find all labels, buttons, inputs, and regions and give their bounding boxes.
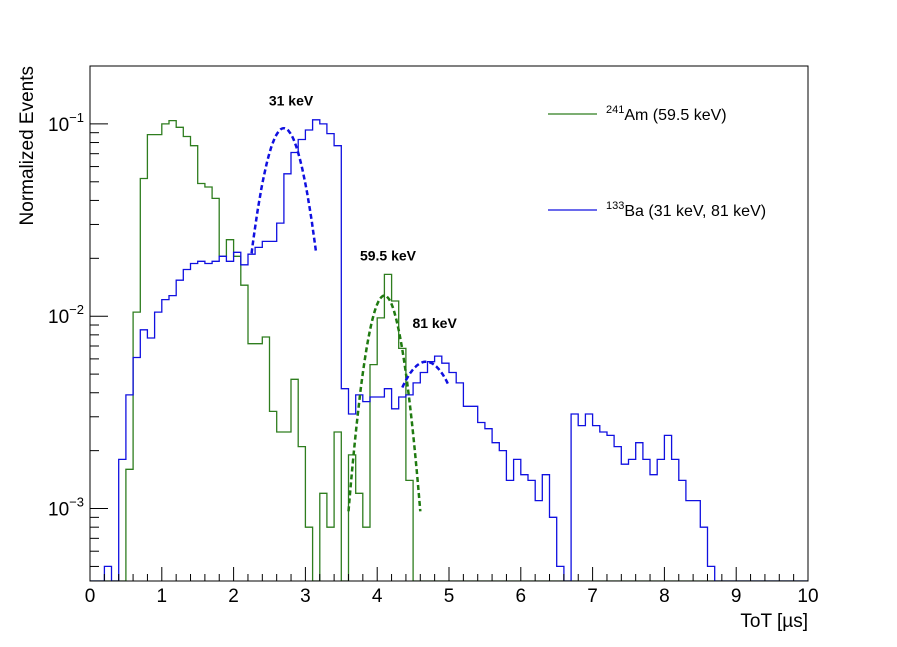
- y-axis-label: Normalized Events: [17, 66, 38, 225]
- x-tick-label: 7: [587, 586, 598, 607]
- x-tick-label: 9: [731, 586, 742, 607]
- x-tick-label: 2: [228, 586, 239, 607]
- x-tick-label: 3: [300, 586, 311, 607]
- y-tick-label: 10−1: [48, 110, 84, 136]
- x-tick-label: 6: [516, 586, 527, 607]
- fit-59keV-curve: [347, 294, 422, 512]
- fit-81keV-curve: [401, 360, 451, 389]
- x-tick-label: 8: [659, 586, 670, 607]
- legend-label-ba-133: 133Ba (31 keV, 81 keV): [606, 200, 766, 220]
- fit-31keV-curve: [250, 126, 318, 254]
- y-tick-label: 10−2: [48, 302, 84, 328]
- x-tick-label: 10: [797, 586, 818, 607]
- peak-label: 81 keV: [412, 315, 457, 331]
- legend-label-am-241: 241Am (59.5 keV): [606, 104, 727, 124]
- plot-layer: 31 keV 59.5 keV 81 keV: [90, 92, 808, 581]
- x-tick-label: 5: [444, 586, 455, 607]
- x-tick-label: 1: [157, 586, 168, 607]
- series-line-am-241: [90, 119, 808, 581]
- axes-layer: 0 1 2 3 4 5 6 7 8 9 10 10−1 10−2 10−3: [48, 65, 819, 607]
- plot-area: [90, 119, 808, 581]
- x-tick-label: 0: [85, 586, 96, 607]
- series-line-ba-133: [90, 119, 808, 581]
- legend: 241Am (59.5 keV) 133Ba (31 keV, 81 keV): [548, 104, 766, 220]
- y-tick-label: 10−3: [48, 495, 84, 521]
- peak-label: 59.5 keV: [360, 247, 417, 263]
- x-tick-label: 4: [372, 586, 383, 607]
- x-axis-label: ToT [µs]: [740, 611, 808, 632]
- peak-label: 31 keV: [269, 92, 314, 108]
